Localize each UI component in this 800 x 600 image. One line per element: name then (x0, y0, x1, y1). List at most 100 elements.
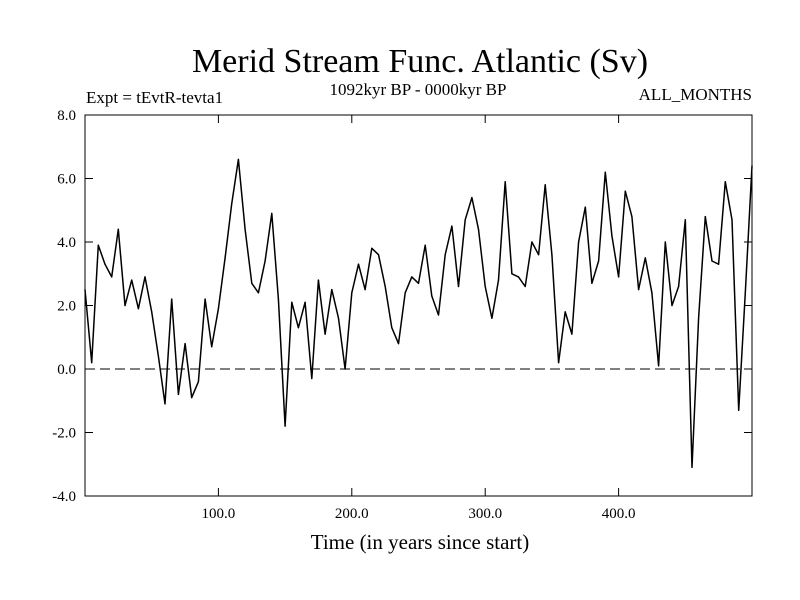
data-point (684, 219, 686, 221)
data-point (497, 279, 500, 281)
data-point (524, 285, 526, 288)
data-point (337, 317, 340, 319)
data-point (324, 333, 326, 335)
data-point (691, 466, 693, 469)
data-point (284, 425, 286, 427)
data-point (457, 285, 460, 288)
data-point (251, 282, 253, 284)
data-point (211, 346, 213, 348)
data-point (564, 311, 566, 313)
data-point (471, 196, 473, 199)
data-point (618, 276, 620, 278)
data-point (131, 279, 133, 281)
data-point (491, 317, 493, 319)
x-tick-label: 200.0 (335, 506, 369, 522)
data-point (377, 254, 380, 256)
data-point (404, 292, 406, 294)
data-point (664, 241, 666, 243)
data-point (591, 282, 593, 284)
y-tick-label: 4.0 (57, 235, 76, 251)
data-point (624, 190, 626, 192)
data-point (117, 228, 119, 230)
data-point (484, 285, 486, 288)
data-point (651, 292, 653, 294)
data-point (304, 301, 306, 303)
data-point (177, 393, 179, 395)
data-point (197, 381, 199, 383)
data-point (544, 184, 546, 186)
data-point (151, 311, 153, 313)
data-point (317, 279, 320, 281)
y-tick-label: 8.0 (57, 108, 76, 124)
data-point (297, 327, 300, 329)
data-point (437, 314, 440, 316)
data-point (731, 219, 733, 221)
data-point (431, 295, 433, 297)
data-point (517, 276, 520, 278)
data-point (357, 263, 360, 265)
data-point (231, 203, 233, 205)
data-point (204, 298, 206, 300)
data-point (511, 273, 513, 275)
data-point (371, 247, 373, 249)
y-tick-label: -4.0 (52, 489, 76, 505)
data-point (191, 396, 193, 399)
x-axis-label: Time (in years since start) (311, 530, 530, 554)
time-range-label: 1092kyr BP - 0000kyr BP (330, 80, 507, 99)
data-point (678, 285, 680, 288)
data-point (144, 276, 146, 278)
data-point (464, 219, 466, 221)
data-point (84, 289, 86, 291)
data-point (164, 403, 166, 405)
data-point (638, 289, 640, 291)
data-point (571, 333, 573, 335)
y-tick-label: 6.0 (57, 172, 76, 188)
data-point (557, 362, 560, 364)
data-point (551, 254, 553, 256)
x-tick-label: 300.0 (468, 506, 502, 522)
data-point (277, 298, 280, 300)
data-point (751, 165, 753, 167)
data-point (271, 212, 273, 215)
y-tick-label: 0.0 (57, 362, 76, 378)
data-point (257, 292, 260, 294)
data-point (504, 181, 506, 183)
x-tick-label: 100.0 (202, 506, 236, 522)
data-point (411, 276, 413, 278)
data-point (738, 409, 740, 411)
data-point (611, 235, 613, 237)
data-point (537, 254, 540, 256)
data-point (124, 304, 126, 307)
data-point (344, 368, 346, 370)
data-point (364, 289, 366, 291)
data-point (417, 282, 420, 284)
data-point (244, 228, 246, 230)
data-point (584, 206, 586, 208)
data-point (671, 304, 673, 307)
data-point (577, 241, 580, 243)
data-point (311, 377, 313, 380)
data-point (424, 244, 426, 246)
experiment-label: Expt = tEvtR-tevta1 (86, 88, 223, 107)
data-point (631, 216, 633, 218)
data-point (744, 292, 746, 294)
data-point (91, 362, 93, 364)
data-point (331, 289, 333, 291)
data-point (217, 308, 219, 310)
months-label: ALL_MONTHS (639, 85, 752, 104)
data-point (451, 225, 453, 227)
plot-frame (84, 114, 753, 497)
data-point (444, 254, 446, 256)
chart-title: Merid Stream Func. Atlantic (Sv) (192, 43, 648, 80)
y-tick-label: -2.0 (52, 426, 76, 442)
data-point (658, 365, 660, 367)
data-point (264, 260, 266, 262)
data-point (137, 308, 139, 310)
data-point (391, 327, 393, 329)
data-point (724, 181, 726, 183)
x-tick-label: 400.0 (602, 506, 636, 522)
data-point (397, 343, 400, 345)
data-point (698, 317, 700, 319)
series-line (84, 158, 753, 469)
data-point (477, 228, 480, 230)
